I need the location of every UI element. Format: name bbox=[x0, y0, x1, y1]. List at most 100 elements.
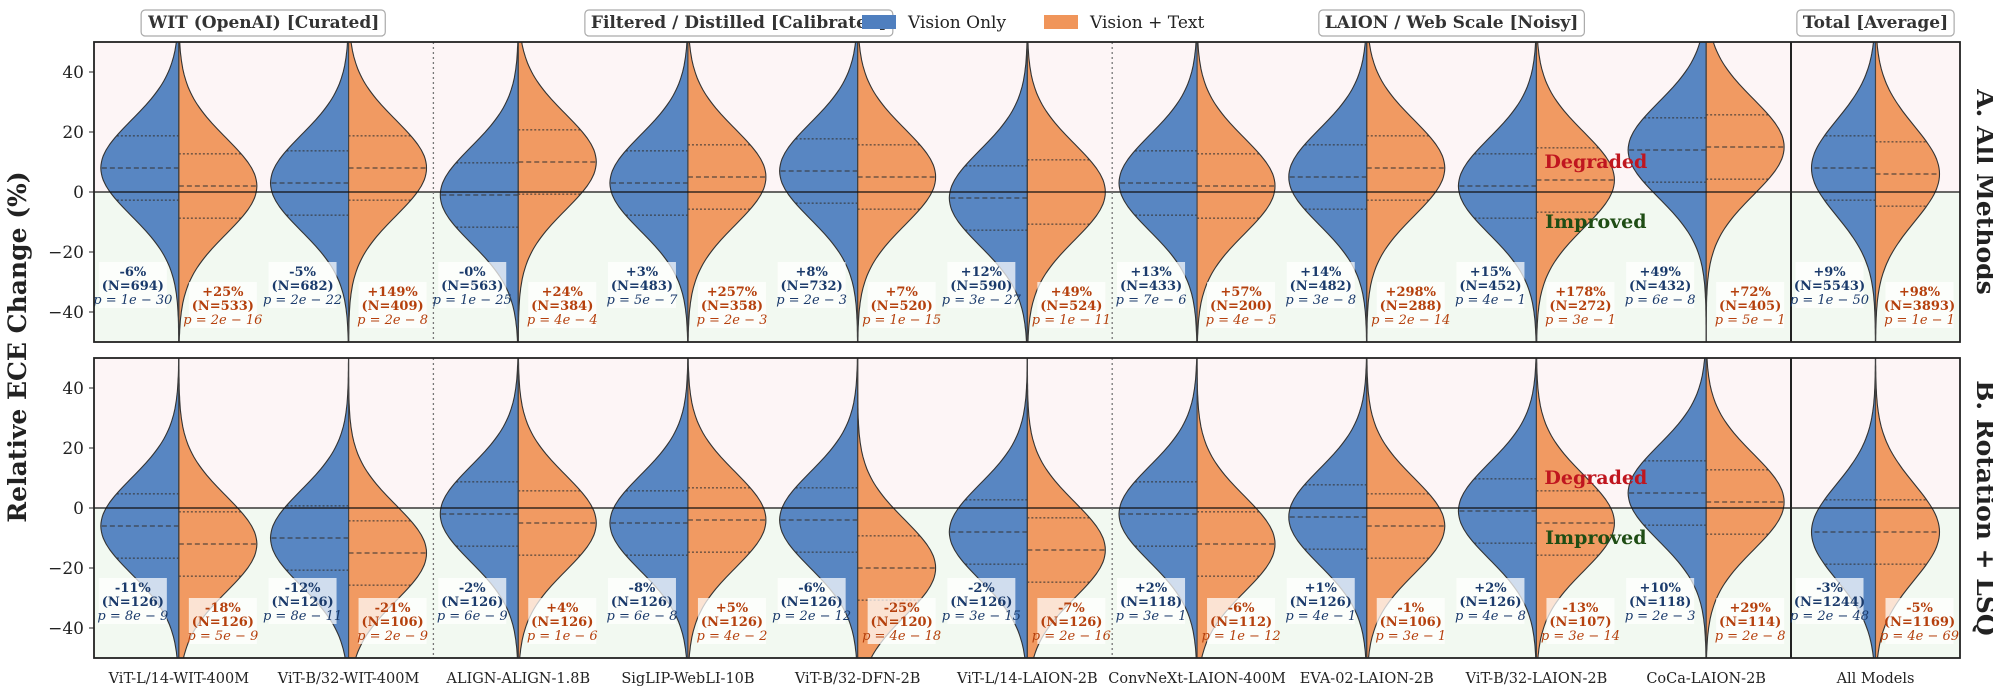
stat-p-vision-only: p = 4e − 8 bbox=[1455, 609, 1526, 624]
y-axis-label: Relative ECE Change (%) bbox=[3, 171, 32, 522]
stat-p-vision-only: p = 3e − 1 bbox=[1116, 609, 1187, 624]
stat-pct-vision-only: +49% bbox=[1639, 265, 1681, 280]
stats-box-vision-text bbox=[1546, 282, 1615, 328]
stats-box-vision-text bbox=[1376, 282, 1445, 328]
stat-pct-vision-only: +12% bbox=[961, 265, 1003, 280]
stat-pct-vision-text: +298% bbox=[1386, 285, 1437, 300]
stat-p-vision-text: p = 5e − 1 bbox=[1715, 313, 1786, 328]
stat-n-vision-only: (N=563) bbox=[441, 279, 503, 294]
x-tick-label: ViT-B/32-WIT-400M bbox=[277, 671, 420, 687]
x-tick-label: ConvNeXt-LAION-400M bbox=[1108, 671, 1286, 687]
stat-n-vision-text: (N=409) bbox=[361, 299, 423, 314]
stat-n-vision-only: (N=682) bbox=[271, 279, 333, 294]
stats-box-vision-text bbox=[1546, 598, 1615, 644]
stats-box-vision-text bbox=[1885, 282, 1954, 328]
x-tick-label: CoCa-LAION-2B bbox=[1646, 671, 1766, 687]
stats-box-vision-text bbox=[1037, 282, 1106, 328]
legend-swatch bbox=[1044, 15, 1078, 29]
x-tick-label: ALIGN-ALIGN-1.8B bbox=[445, 671, 590, 687]
stats-box-vision-text bbox=[1885, 598, 1954, 644]
stat-pct-vision-only: -2% bbox=[459, 581, 486, 596]
stat-n-vision-only: (N=5543) bbox=[1794, 279, 1865, 294]
stat-n-vision-text: (N=272) bbox=[1549, 299, 1611, 314]
stat-n-vision-text: (N=126) bbox=[531, 615, 593, 630]
stat-n-vision-text: (N=126) bbox=[1040, 615, 1102, 630]
stat-p-vision-only: p = 4e − 1 bbox=[1285, 609, 1356, 624]
stat-n-vision-text: (N=3893) bbox=[1884, 299, 1955, 314]
stats-box-vision-text bbox=[188, 598, 257, 644]
stat-pct-vision-text: +178% bbox=[1555, 285, 1606, 300]
stat-n-vision-only: (N=126) bbox=[1459, 595, 1521, 610]
stat-n-vision-only: (N=126) bbox=[441, 595, 503, 610]
stat-n-vision-only: (N=732) bbox=[781, 279, 843, 294]
panels-layer: -6%(N=694)p = 1e − 30+25%(N=533)p = 2e −… bbox=[48, 41, 1993, 659]
stat-n-vision-text: (N=107) bbox=[1549, 615, 1611, 630]
stat-p-vision-only: p = 8e − 9 bbox=[97, 609, 168, 624]
stats-box-vision-only bbox=[1795, 578, 1864, 624]
stats-box-vision-only bbox=[607, 578, 676, 624]
stats-box-vision-only bbox=[1286, 262, 1355, 308]
stat-pct-vision-only: +13% bbox=[1130, 265, 1172, 280]
header-layer: ViT-L/14-WIT-400M ViT-B/32-WIT-400M ALIGN-… bbox=[108, 9, 1955, 687]
stat-n-vision-only: (N=1244) bbox=[1794, 595, 1865, 610]
stat-pct-vision-only: +3% bbox=[626, 265, 659, 280]
stat-p-vision-text: p = 1e − 11 bbox=[1032, 313, 1111, 328]
y-tick-label: 20 bbox=[62, 439, 84, 459]
stat-p-vision-text: p = 2e − 8 bbox=[1715, 629, 1786, 644]
stat-p-vision-only: p = 2e − 22 bbox=[263, 293, 342, 308]
stat-n-vision-only: (N=433) bbox=[1120, 279, 1182, 294]
y-tick-label: 0 bbox=[73, 499, 84, 519]
stat-p-vision-text: p = 1e − 15 bbox=[862, 313, 941, 328]
group-header: LAION / Web Scale [Noisy] bbox=[1325, 13, 1579, 33]
stat-pct-vision-text: +149% bbox=[367, 285, 418, 300]
stat-p-vision-only: p = 5e − 7 bbox=[607, 293, 679, 308]
stat-pct-vision-text: +25% bbox=[202, 285, 244, 300]
stat-p-vision-only: p = 1e − 30 bbox=[93, 293, 172, 308]
stat-pct-vision-text: +257% bbox=[707, 285, 758, 300]
y-tick-label: 0 bbox=[73, 183, 84, 203]
stat-pct-vision-text: -13% bbox=[1563, 601, 1599, 616]
stat-p-vision-text: p = 2e − 14 bbox=[1371, 313, 1450, 328]
stats-box-vision-text bbox=[358, 598, 427, 644]
stats-box-vision-text bbox=[867, 598, 936, 644]
stats-box-vision-only bbox=[1117, 578, 1186, 624]
stat-pct-vision-only: +14% bbox=[1300, 265, 1342, 280]
stats-box-vision-only bbox=[947, 262, 1016, 308]
stats-box-vision-only bbox=[1117, 262, 1186, 308]
stat-p-vision-only: p = 1e − 25 bbox=[433, 293, 512, 308]
stat-p-vision-only: p = 2e − 48 bbox=[1790, 609, 1869, 624]
stat-pct-vision-only: +15% bbox=[1470, 265, 1512, 280]
x-tick-label: ViT-L/14-WIT-400M bbox=[108, 671, 250, 687]
stat-pct-vision-text: +29% bbox=[1729, 601, 1771, 616]
stat-p-vision-only: p = 2e − 3 bbox=[1625, 609, 1696, 624]
stat-p-vision-text: p = 2e − 16 bbox=[1032, 629, 1111, 644]
x-tick-label: SigLIP-WebLI-10B bbox=[621, 671, 754, 687]
stats-box-vision-text bbox=[528, 598, 597, 644]
x-tick-label: ViT-B/32-DFN-2B bbox=[794, 671, 921, 687]
stats-box-vision-text bbox=[1716, 282, 1785, 328]
stat-pct-vision-only: -6% bbox=[798, 581, 825, 596]
y-tick-label: 40 bbox=[62, 379, 84, 399]
stats-box-vision-only bbox=[1795, 262, 1864, 308]
stat-p-vision-text: p = 2e − 3 bbox=[697, 313, 768, 328]
stat-pct-vision-only: -5% bbox=[289, 265, 316, 280]
stat-n-vision-text: (N=112) bbox=[1210, 615, 1272, 630]
stat-pct-vision-text: -5% bbox=[1906, 601, 1933, 616]
stat-p-vision-only: p = 3e − 27 bbox=[942, 293, 1022, 308]
stats-box-vision-text bbox=[1716, 598, 1785, 644]
stat-pct-vision-text: +98% bbox=[1899, 285, 1941, 300]
stat-n-vision-text: (N=288) bbox=[1380, 299, 1442, 314]
stat-p-vision-text: p = 4e − 18 bbox=[862, 629, 941, 644]
stat-p-vision-only: p = 6e − 9 bbox=[437, 609, 508, 624]
panel-a: -6%(N=694)p = 1e − 30+25%(N=533)p = 2e −… bbox=[48, 41, 1993, 343]
improved-label: Improved bbox=[1545, 211, 1646, 233]
stat-pct-vision-only: +8% bbox=[796, 265, 829, 280]
group-header-box bbox=[1796, 9, 1955, 37]
y-tick-label: 40 bbox=[62, 63, 84, 83]
stat-p-vision-only: p = 2e − 3 bbox=[776, 293, 847, 308]
stat-p-vision-text: p = 1e − 12 bbox=[1201, 629, 1280, 644]
x-tick-label: ViT-B/32-LAION-2B bbox=[1465, 671, 1608, 687]
stat-p-vision-text: p = 4e − 5 bbox=[1206, 313, 1277, 328]
stats-box-vision-only bbox=[947, 578, 1016, 624]
